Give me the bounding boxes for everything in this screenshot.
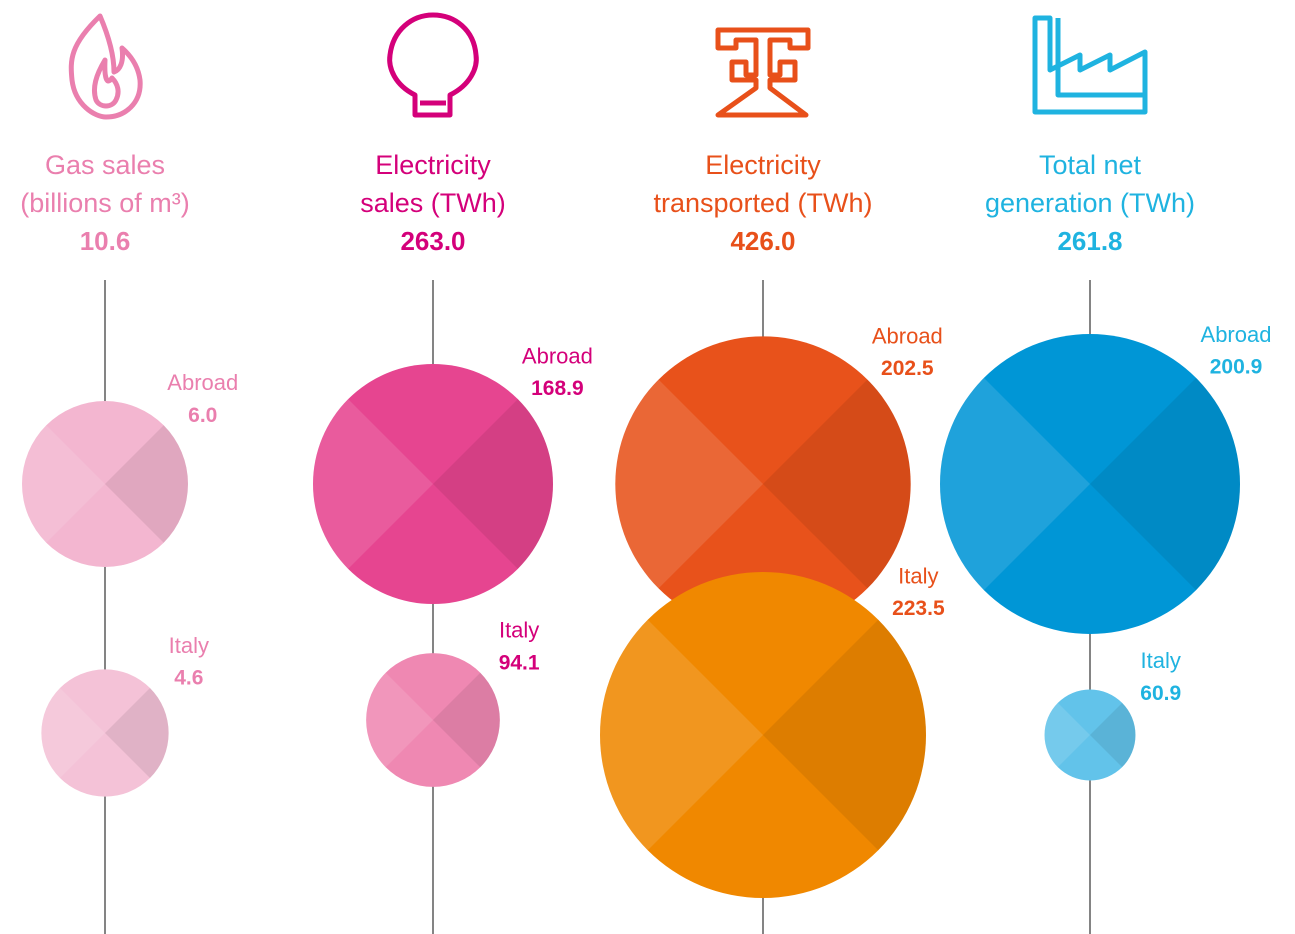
bubble-shade bbox=[433, 672, 500, 768]
bubble bbox=[22, 401, 188, 567]
category-label: Abroad bbox=[522, 343, 593, 368]
flame-icon bbox=[68, 13, 143, 120]
chart-title: generation (TWh) bbox=[985, 188, 1195, 218]
bubble bbox=[940, 334, 1240, 634]
bubble-shade bbox=[1090, 377, 1241, 591]
bubble-highlight bbox=[1044, 702, 1090, 768]
value-label: 6.0 bbox=[188, 404, 217, 427]
value-label: 200.9 bbox=[1210, 356, 1263, 379]
bubble bbox=[1044, 689, 1136, 781]
bubble-highlight bbox=[312, 399, 433, 569]
category-label: Abroad bbox=[167, 370, 238, 395]
chart-title: Gas sales bbox=[45, 150, 165, 180]
category-label: Italy bbox=[1141, 648, 1181, 673]
bubble-shade bbox=[763, 619, 927, 851]
category-label: Abroad bbox=[872, 323, 943, 348]
value-label: 202.5 bbox=[881, 357, 934, 380]
chart-title: transported (TWh) bbox=[653, 188, 872, 218]
bubble-highlight bbox=[615, 379, 763, 589]
bubble-highlight bbox=[600, 619, 763, 851]
chart-title: Electricity bbox=[375, 150, 491, 180]
bulb-icon bbox=[387, 12, 479, 118]
category-label: Italy bbox=[499, 618, 539, 643]
bubble-shade bbox=[105, 688, 169, 778]
bubble-shade bbox=[433, 399, 554, 569]
bubble-highlight bbox=[366, 672, 433, 768]
category-label: Italy bbox=[898, 563, 938, 588]
chart-title: Total net bbox=[1039, 150, 1142, 180]
bubble-highlight bbox=[22, 425, 106, 543]
chart-title: (billions of m³) bbox=[20, 188, 190, 218]
total-value: 263.0 bbox=[400, 226, 465, 256]
bubble bbox=[313, 364, 553, 604]
bubble bbox=[615, 336, 911, 632]
bubble bbox=[41, 669, 169, 797]
pylon-icon bbox=[715, 27, 811, 118]
bubble-shade bbox=[763, 379, 911, 589]
bubble bbox=[600, 572, 926, 898]
total-value: 261.8 bbox=[1057, 226, 1122, 256]
value-label: 94.1 bbox=[499, 651, 540, 674]
value-label: 60.9 bbox=[1140, 682, 1181, 705]
chart-title: Electricity bbox=[705, 150, 821, 180]
total-value: 426.0 bbox=[730, 226, 795, 256]
value-label: 4.6 bbox=[174, 667, 203, 690]
bubble-shade bbox=[105, 425, 188, 543]
bubble bbox=[366, 653, 500, 787]
chart-title: sales (TWh) bbox=[360, 188, 506, 218]
value-label: 223.5 bbox=[892, 597, 945, 620]
bubble-shade bbox=[1090, 702, 1136, 768]
category-label: Italy bbox=[169, 633, 209, 658]
bubble-highlight bbox=[939, 377, 1090, 591]
factory-icon bbox=[1032, 15, 1148, 115]
value-label: 168.9 bbox=[531, 377, 584, 400]
category-label: Abroad bbox=[1201, 322, 1272, 347]
total-value: 10.6 bbox=[80, 226, 131, 256]
icons bbox=[68, 12, 1148, 120]
bubble-highlight bbox=[41, 688, 105, 778]
